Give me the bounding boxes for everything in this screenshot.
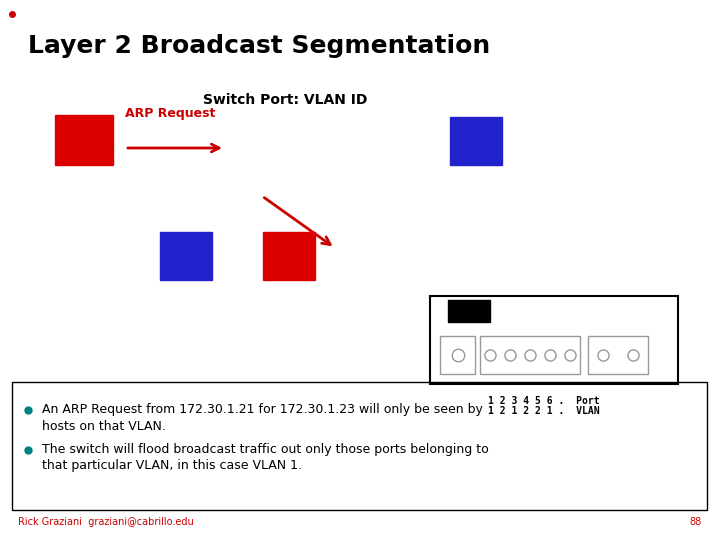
Text: Rick Graziani  graziani@cabrillo.edu: Rick Graziani graziani@cabrillo.edu [18,517,194,527]
Bar [480,336,580,374]
Text: Switch Port: VLAN ID: Switch Port: VLAN ID [203,93,367,107]
Text: hosts on that VLAN.: hosts on that VLAN. [42,420,166,433]
Bar [448,300,490,322]
Text: An ARP Request from 172.30.1.21 for 172.30.1.23 will only be seen by: An ARP Request from 172.30.1.21 for 172.… [42,403,483,416]
Bar [160,232,212,280]
Bar [430,296,678,384]
Text: The switch will flood broadcast traffic out only those ports belonging to: The switch will flood broadcast traffic … [42,443,489,456]
Bar [440,336,475,374]
Text: 1 2 1 2 2 1 .  VLAN: 1 2 1 2 2 1 . VLAN [488,406,600,416]
Bar [263,232,315,280]
Text: 88: 88 [690,517,702,527]
Bar [12,382,707,510]
Bar [55,115,113,165]
Bar [450,117,502,165]
Text: Layer 2 Broadcast Segmentation: Layer 2 Broadcast Segmentation [28,34,490,58]
Text: that particular VLAN, in this case VLAN 1.: that particular VLAN, in this case VLAN … [42,460,302,472]
Text: ARP Request: ARP Request [125,107,215,120]
Bar [588,336,648,374]
Text: 1 2 3 4 5 6 .  Port: 1 2 3 4 5 6 . Port [488,396,600,406]
